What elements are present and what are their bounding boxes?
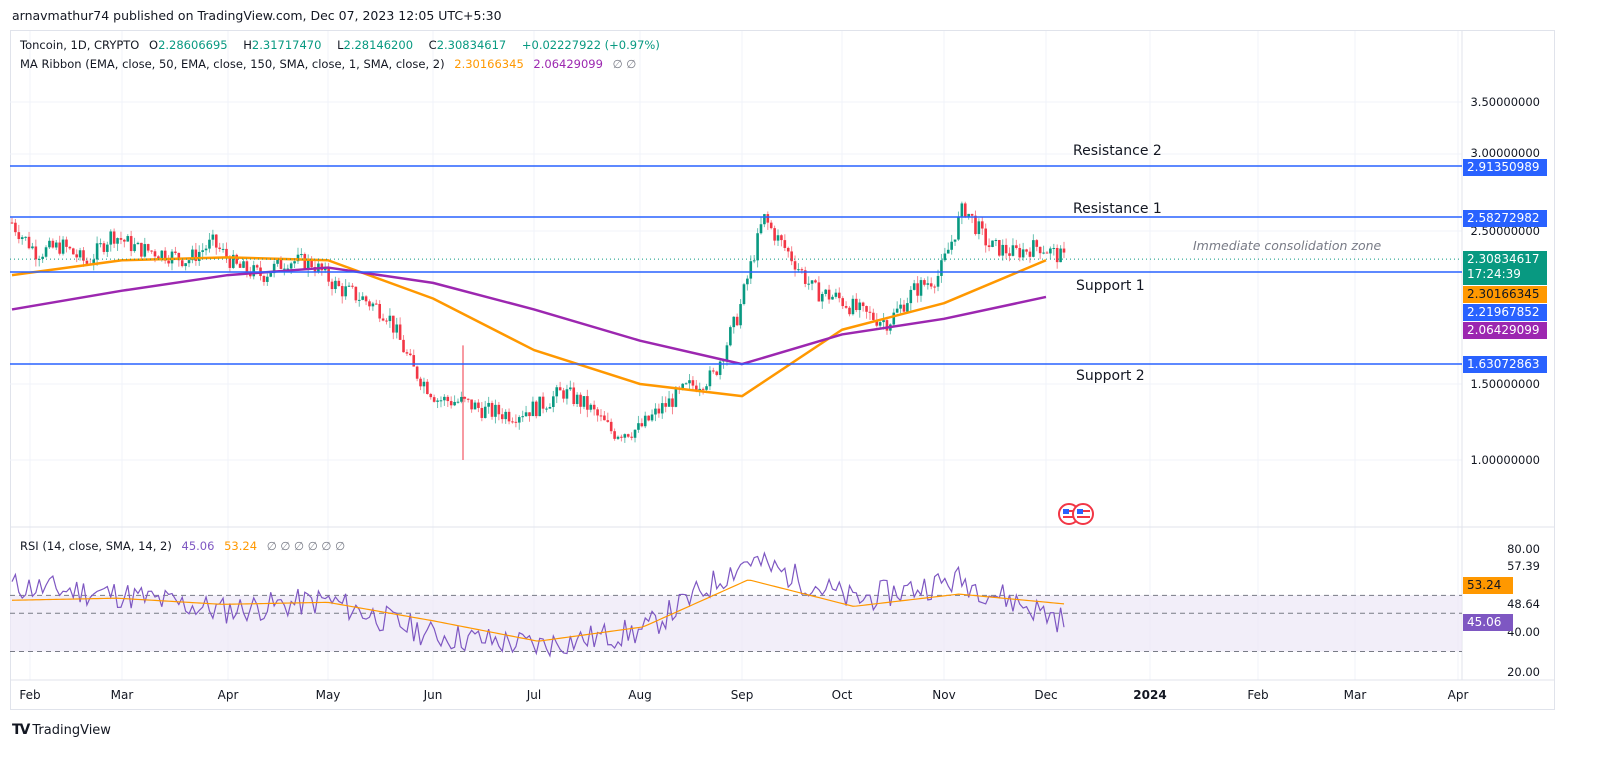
rsi-tag: 45.06 — [1463, 614, 1513, 631]
time-label: Feb — [19, 688, 41, 702]
tradingview-logo-icon: TV — [12, 722, 30, 738]
time-label: Feb — [1247, 688, 1269, 702]
time-label: Sep — [730, 688, 754, 702]
rsi-value: 45.06 — [181, 539, 215, 553]
bar-countdown: 17:24:39 — [1467, 267, 1521, 281]
rsi-tick: 48.64 — [1507, 597, 1540, 611]
price-tick: 3.00000000 — [1470, 146, 1540, 160]
chart-frame — [10, 30, 1555, 710]
resistance2-price-tag: 2.91350989 — [1463, 159, 1547, 176]
rsi-tick: 57.39 — [1507, 559, 1540, 573]
price-tick: 2.50000000 — [1470, 224, 1540, 238]
time-label: Mar — [110, 688, 134, 702]
time-label: Jun — [423, 688, 443, 702]
time-label-year: 2024 — [1133, 688, 1167, 702]
open-label: O — [149, 38, 159, 52]
resistance1-label[interactable]: Resistance 1 — [1073, 201, 1162, 217]
support1-label[interactable]: Support 1 — [1076, 278, 1145, 294]
high-label: H — [243, 38, 252, 52]
time-label: May — [315, 688, 341, 702]
open-value: 2.28606695 — [158, 38, 228, 52]
tradingview-brand[interactable]: TV TradingView — [12, 722, 111, 738]
rsi-tick: 20.00 — [1507, 665, 1540, 679]
publish-info: arnavmathur74 published on TradingView.c… — [12, 8, 502, 23]
resistance2-label[interactable]: Resistance 2 — [1073, 143, 1162, 159]
price-tick: 1.50000000 — [1470, 377, 1540, 391]
time-label: Mar — [1343, 688, 1367, 702]
rsi-ma-value: 53.24 — [224, 539, 258, 553]
rsi-tick: 40.00 — [1507, 625, 1540, 639]
support2-label[interactable]: Support 2 — [1076, 368, 1145, 384]
ma-na-values: ∅ ∅ — [612, 57, 637, 71]
time-label: Oct — [831, 688, 853, 702]
consolidation-zone-note[interactable]: Immediate consolidation zone — [1193, 238, 1382, 253]
rsi-na-values: ∅ ∅ ∅ ∅ ∅ ∅ — [266, 539, 346, 553]
time-label: Apr — [217, 688, 239, 702]
ema150-value: 2.06429099 — [533, 57, 603, 71]
support2-price-tag: 1.63072863 — [1463, 356, 1547, 373]
change-value: +0.02227922 (+0.97%) — [521, 38, 660, 52]
time-label: Dec — [1034, 688, 1058, 702]
ema50-price-tag: 2.30166345 — [1463, 286, 1547, 303]
rsi-legend: RSI (14, close, SMA, 14, 2) 45.06 53.24 … — [20, 539, 351, 553]
ma-ribbon-title[interactable]: MA Ribbon (EMA, close, 50, EMA, close, 1… — [20, 57, 445, 71]
high-value: 2.31717470 — [251, 38, 322, 52]
resistance1-price-tag: 2.58272982 — [1463, 210, 1547, 227]
time-label: Apr — [1447, 688, 1469, 702]
symbol-name[interactable]: Toncoin, 1D, CRYPTO — [20, 38, 140, 52]
brand-name: TradingView — [32, 722, 111, 738]
ema150-price-tag: 2.06429099 — [1463, 322, 1547, 339]
support1-price-tag: 2.21967852 — [1463, 304, 1547, 321]
close-label: C — [428, 38, 437, 52]
low-label: L — [337, 38, 344, 52]
price-tick: 1.00000000 — [1470, 453, 1540, 467]
last-price-tag: 2.30834617 17:24:39 — [1463, 251, 1547, 285]
time-label: Nov — [932, 688, 956, 702]
time-label: Jul — [526, 688, 542, 702]
last-price: 2.30834617 — [1467, 252, 1540, 266]
price-tick: 3.50000000 — [1470, 95, 1540, 109]
low-value: 2.28146200 — [343, 38, 414, 52]
ema50-value: 2.30166345 — [454, 57, 524, 71]
rsi-ma-tag: 53.24 — [1463, 577, 1513, 594]
symbol-legend: Toncoin, 1D, CRYPTO O2.28606695 H2.31717… — [20, 38, 666, 52]
ma-ribbon-legend: MA Ribbon (EMA, close, 50, EMA, close, 1… — [20, 57, 642, 71]
time-label: Aug — [628, 688, 652, 702]
close-value: 2.30834617 — [436, 38, 507, 52]
rsi-tick: 80.00 — [1507, 542, 1540, 556]
rsi-title[interactable]: RSI (14, close, SMA, 14, 2) — [20, 539, 172, 553]
us-flag-events-icon[interactable] — [1058, 503, 1098, 525]
